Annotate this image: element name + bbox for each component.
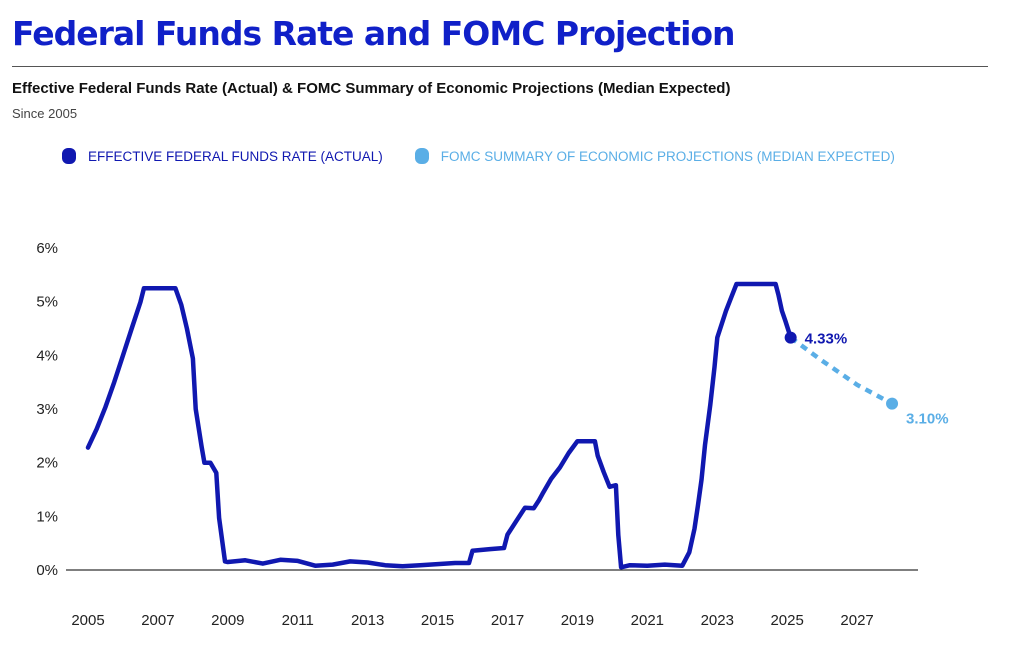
chart-subtitle: Effective Federal Funds Rate (Actual) & …	[12, 80, 731, 97]
y-tick-label: 2%	[36, 455, 58, 472]
y-tick-label: 6%	[36, 240, 58, 257]
x-tick-label: 2017	[491, 612, 524, 629]
chart-legend: EFFECTIVE FEDERAL FUNDS RATE (ACTUAL) FO…	[62, 148, 895, 164]
x-tick-label: 2023	[701, 612, 734, 629]
x-tick-label: 2025	[770, 612, 803, 629]
x-tick-label: 2021	[631, 612, 664, 629]
legend-swatch-projection	[414, 148, 429, 164]
annotation-marker	[886, 397, 899, 410]
x-tick-label: 2007	[141, 612, 174, 629]
series-layer	[85, 281, 894, 570]
x-tick-label: 2027	[840, 612, 873, 629]
legend-swatch-actual	[62, 148, 76, 164]
chart-date-range: Since 2005	[12, 106, 78, 121]
series-line-actual	[85, 281, 793, 570]
legend-label-actual: EFFECTIVE FEDERAL FUNDS RATE (ACTUAL)	[88, 148, 383, 164]
y-axis: 0% 1% 2% 3% 4% 5% 6%	[36, 240, 58, 579]
annotations-layer: 4.33% 3.10%	[784, 331, 949, 428]
y-tick-label: 4%	[36, 347, 58, 364]
x-tick-label: 2015	[421, 612, 454, 629]
y-tick-label: 3%	[36, 401, 58, 418]
annotation-label: 4.33%	[805, 331, 848, 348]
page-title: Federal Funds Rate and FOMC Projection	[12, 14, 736, 53]
x-tick-label: 2005	[71, 612, 104, 629]
legend-item-actual[interactable]: EFFECTIVE FEDERAL FUNDS RATE (ACTUAL)	[62, 148, 383, 164]
x-tick-label: 2013	[351, 612, 384, 629]
series-line-projection	[789, 335, 894, 406]
x-axis: 2005 2007 2009 2011 2013 2015 2017 2019 2021 2023…	[71, 612, 873, 629]
y-tick-label: 0%	[36, 562, 58, 579]
y-tick-label: 1%	[36, 508, 58, 525]
legend-label-projection: FOMC SUMMARY OF ECONOMIC PROJECTIONS (ME…	[440, 148, 895, 164]
title-divider	[12, 66, 988, 67]
x-tick-label: 2011	[282, 612, 314, 629]
annotation-marker	[784, 331, 797, 344]
x-tick-label: 2019	[561, 612, 594, 629]
x-tick-label: 2009	[211, 612, 244, 629]
annotation-label: 3.10%	[906, 411, 949, 428]
y-tick-label: 5%	[36, 294, 58, 311]
legend-item-projection[interactable]: FOMC SUMMARY OF ECONOMIC PROJECTIONS (ME…	[414, 148, 895, 164]
